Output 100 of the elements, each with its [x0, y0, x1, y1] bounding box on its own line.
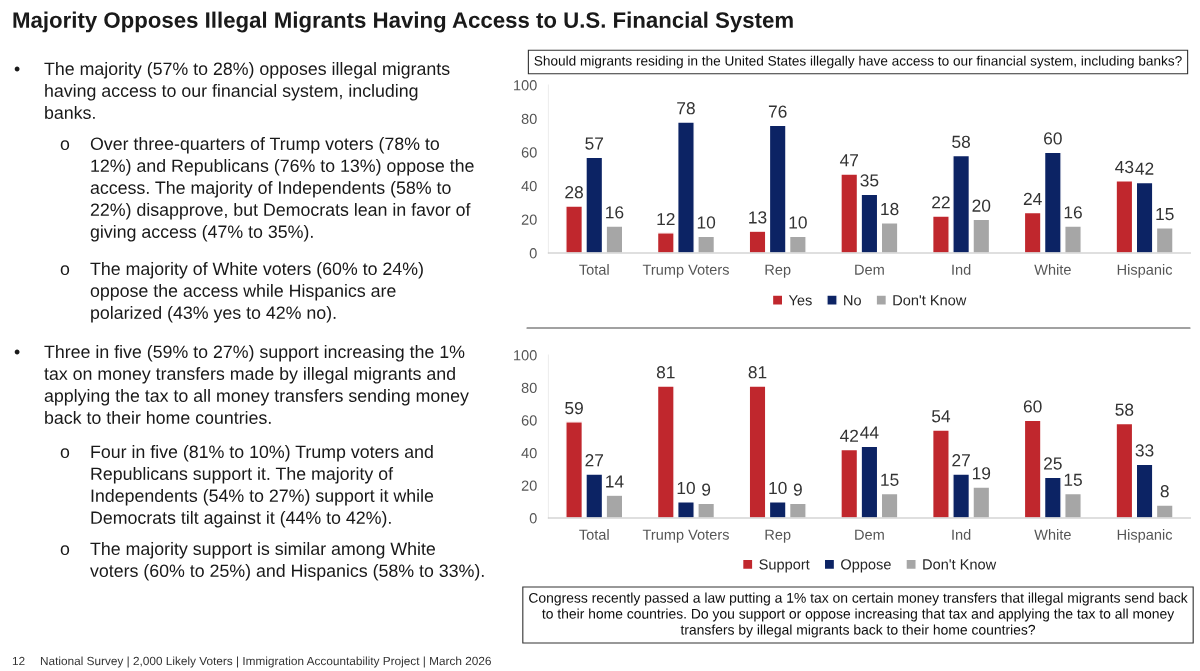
legend-label: Don't Know [893, 295, 967, 306]
data-label: 43 [1115, 160, 1134, 174]
y-tick-label: 60 [521, 415, 537, 426]
bar [656, 232, 675, 253]
text: o Over three-quarters of Trump voters (78% to 12%) and Republicans (76% to 13%) oppose the access. The majority of Independents (58% to 22%) disapprove, but Democrats lean in favor of giving access (47% to 35%). [60, 137, 474, 242]
bar [972, 218, 991, 253]
bar [1115, 422, 1134, 518]
x-tick-label: Ind [952, 264, 971, 275]
x-tick-label: Rep [765, 529, 791, 543]
data-label: 18 [881, 202, 899, 216]
text: o The majority of White voters (60% to 24%) oppose the access while Hispanics are polarized (43% yes to 42% no). [60, 262, 423, 323]
y-tick-label: 20 [521, 480, 537, 491]
data-label: 12 [657, 212, 675, 226]
bar [860, 445, 879, 518]
bar [880, 222, 899, 253]
legend-label: Support [759, 559, 810, 573]
bar [1135, 463, 1154, 518]
bar [565, 421, 584, 518]
data-label: 35 [860, 174, 879, 187]
x-tick-label: Dem [855, 529, 884, 540]
data-label: 25 [1044, 457, 1062, 470]
data-label: 14 [606, 475, 624, 488]
bar [1155, 227, 1174, 253]
legend-label: No [844, 295, 861, 306]
data-label: 58 [952, 135, 971, 148]
bar [1155, 504, 1174, 518]
bar [768, 501, 787, 518]
data-label: 16 [606, 206, 624, 219]
data-label: 27 [952, 454, 970, 467]
data-label: 27 [585, 454, 604, 467]
data-label: 8 [1160, 485, 1169, 498]
bar [931, 429, 950, 518]
bar [788, 235, 807, 253]
x-tick-label: Dem [855, 264, 884, 275]
x-tick-label: Total [579, 529, 609, 540]
data-label: 24 [1023, 192, 1042, 205]
data-label: 9 [793, 483, 802, 496]
data-label: 22 [932, 196, 950, 209]
x-tick-label: Rep [765, 264, 791, 278]
x-tick-label: Hispanic [1117, 264, 1173, 278]
x-tick-label: White [1034, 264, 1071, 275]
bar [972, 486, 991, 518]
bar [788, 502, 807, 518]
y-tick-label: 100 [514, 80, 537, 91]
bar [748, 230, 767, 253]
bar [677, 501, 695, 518]
data-label: 42 [839, 429, 859, 442]
text: o The majority support is similar among White voters (60% to 25%) and Hispanics (58% to 33%). [60, 542, 484, 581]
bar [952, 473, 971, 518]
bar [1064, 492, 1082, 518]
bar [656, 385, 675, 518]
data-label: 54 [931, 410, 951, 423]
data-label: 15 [1156, 208, 1174, 221]
x-tick-label: Ind [952, 529, 971, 540]
y-tick-label: 80 [521, 113, 537, 125]
legend-label: Don't Know [923, 559, 997, 570]
data-label: 57 [585, 137, 604, 150]
bar [585, 473, 604, 518]
x-tick-label: Total [579, 264, 609, 275]
data-label: 10 [697, 216, 716, 229]
y-tick-label: 0 [529, 513, 537, 524]
legend-label: Yes [788, 295, 812, 306]
y-tick-label: 60 [521, 147, 537, 158]
y-tick-label: 40 [521, 447, 537, 459]
data-label: 15 [881, 473, 899, 486]
data-label: 19 [972, 467, 991, 480]
data-label: 44 [860, 426, 879, 439]
data-label: 33 [1135, 444, 1154, 457]
bar [1043, 151, 1062, 253]
y-tick-label: 0 [529, 248, 537, 259]
bar [952, 154, 971, 253]
y-tick-label: 20 [521, 214, 537, 225]
data-label: 78 [677, 102, 695, 115]
data-label: 10 [677, 481, 695, 495]
bar [697, 502, 716, 518]
text: 12 [12, 656, 25, 666]
data-label: 15 [1064, 473, 1082, 486]
x-tick-label: White [1034, 529, 1071, 540]
text: • Three in five (59% to 27%) support increasing the 1% tax on money transfers made by illegal migrants and applying the tax to all money transfers sending money back to their home countries. [14, 345, 469, 425]
y-tick-label: 100 [514, 350, 537, 361]
chart-title: Majority Opposes Illegal Migrants Having Access to U.S. Financial System [13, 11, 793, 33]
data-label: 13 [749, 211, 767, 224]
bar [697, 235, 716, 253]
bar [840, 173, 859, 253]
text: National Survey | 2,000 Likely Voters | Immigration Accountability Project | March 2026 [40, 656, 491, 668]
data-label: 59 [565, 401, 583, 415]
bar [605, 494, 624, 518]
bar [840, 448, 859, 518]
x-tick-label: Trump Voters [642, 529, 729, 543]
bar [748, 385, 767, 518]
legend-label: Oppose [841, 559, 891, 573]
bar [585, 156, 604, 253]
bar [677, 121, 695, 253]
y-tick-label: 40 [521, 180, 537, 192]
bar [880, 492, 899, 518]
text: Congress recently passed a law putting a 1% tax on certain money transfers that illegal migrants send back to their home countries. Do you support or oppose increasing that tax and applying the tax to all money transfers by illegal migrants back to their home countries? [529, 592, 1188, 638]
bar [1043, 476, 1062, 518]
bar [860, 193, 879, 253]
data-label: 81 [748, 366, 767, 379]
bar [1064, 225, 1082, 253]
